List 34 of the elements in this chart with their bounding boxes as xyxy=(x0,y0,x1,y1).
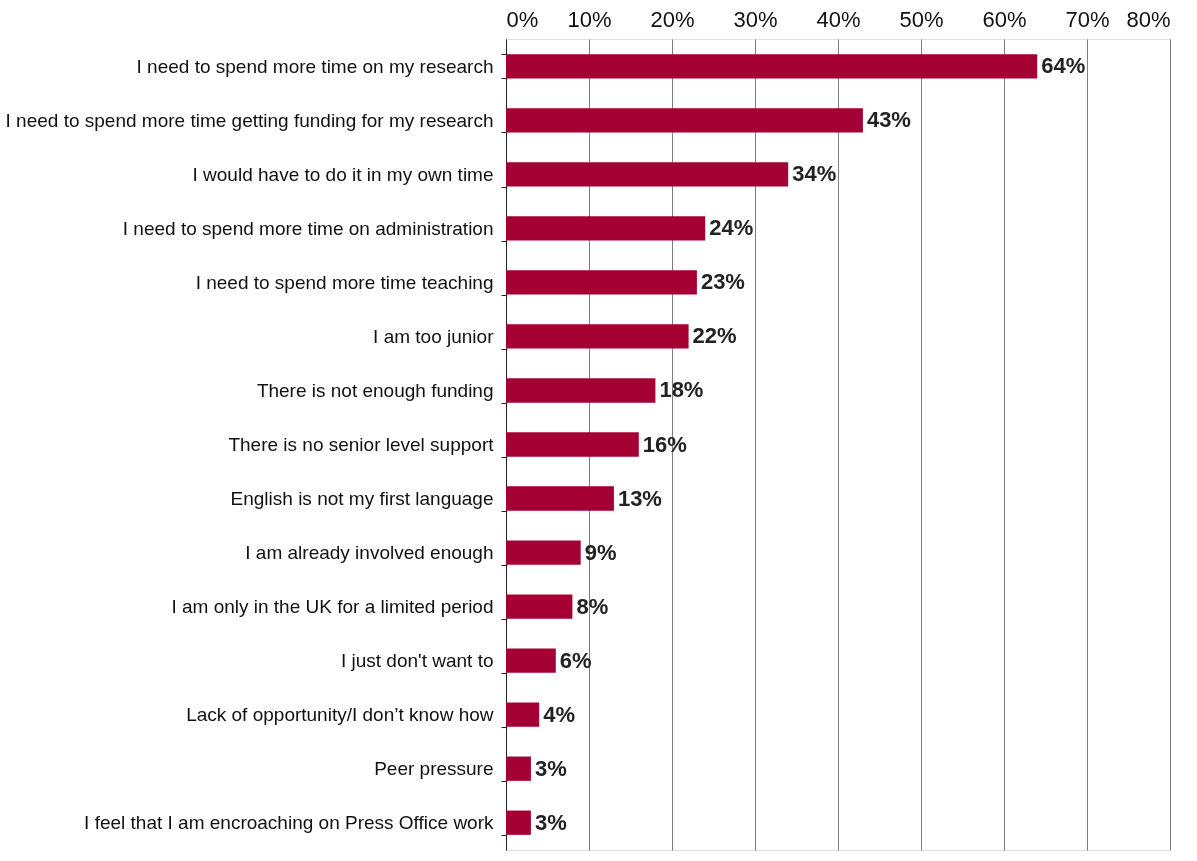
y-tick-label: There is not enough funding xyxy=(256,379,494,401)
data-label: 23% xyxy=(700,269,745,295)
x-tick-label: 80% xyxy=(1126,6,1171,32)
data-label: 64% xyxy=(1041,53,1086,79)
y-tick-label: I am too junior xyxy=(373,325,495,347)
y-tick-label: English is not my first language xyxy=(230,488,494,510)
y-tick-label: Peer pressure xyxy=(374,758,494,780)
y-tick-label: I am already involved enough xyxy=(245,542,494,564)
y-tick-label: I need to spend more time getting funding for my research xyxy=(5,109,494,131)
y-tick-label: I just don't want to xyxy=(340,650,494,672)
data-label: 4% xyxy=(543,701,575,727)
y-tick-label: There is no senior level support xyxy=(228,434,495,455)
x-tick-label: 70% xyxy=(1065,6,1110,32)
x-tick-label: 60% xyxy=(982,6,1027,32)
x-tick-label: 30% xyxy=(733,6,778,32)
x-tick-label: 50% xyxy=(899,6,944,32)
data-label: 22% xyxy=(692,323,737,349)
y-tick-label: Lack of opportunity/I don’t know how xyxy=(186,704,494,726)
y-tick-label: I am only in the UK for a limited period xyxy=(171,596,494,618)
y-tick-label: I need to spend more time on administration xyxy=(122,217,494,239)
y-tick-label: I need to spend more time on my research xyxy=(136,55,494,77)
y-tick-label: I need to spend more time teaching xyxy=(195,271,494,293)
x-tick-label: 0% xyxy=(506,6,539,32)
data-label: 13% xyxy=(617,485,662,511)
data-label: 3% xyxy=(534,755,567,781)
x-tick-label: 10% xyxy=(567,6,612,32)
data-label: 24% xyxy=(709,215,754,241)
y-tick-label: I would have to do it in my own time xyxy=(192,163,494,185)
data-label: 34% xyxy=(792,161,837,187)
y-tick-label: I feel that I am encroaching on Press Office work xyxy=(84,812,494,834)
x-tick-label: 40% xyxy=(816,6,861,32)
x-tick-label: 20% xyxy=(650,6,695,32)
data-label: 43% xyxy=(866,107,911,133)
data-label: 3% xyxy=(534,809,567,835)
